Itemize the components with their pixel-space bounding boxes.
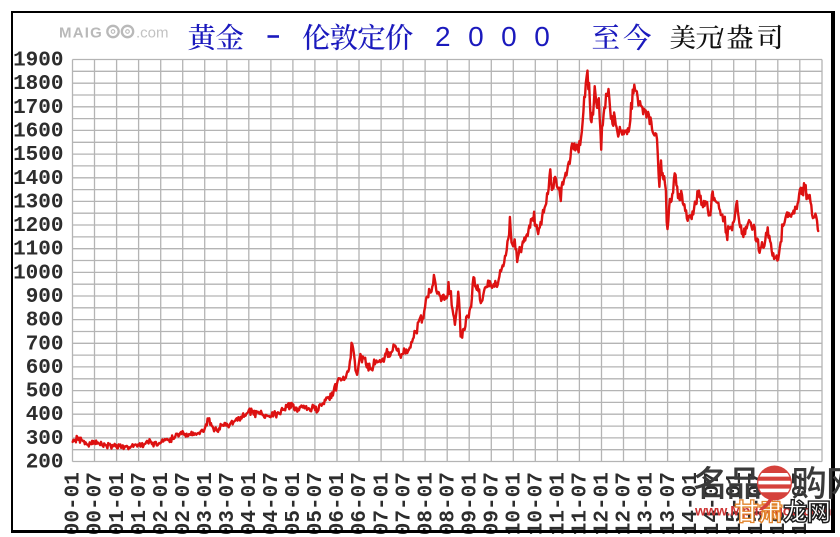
svg-text:05-07: 05-07	[305, 472, 328, 535]
svg-text:/: /	[717, 24, 724, 50]
svg-text:1800: 1800	[13, 73, 63, 96]
svg-text:12-01: 12-01	[592, 472, 615, 535]
svg-text:07-01: 07-01	[371, 472, 394, 535]
svg-text:1900: 1900	[13, 50, 63, 73]
svg-text:08-01: 08-01	[415, 472, 438, 535]
svg-text:01-07: 01-07	[129, 472, 152, 535]
svg-text:700: 700	[26, 333, 64, 356]
svg-text:13-07: 13-07	[658, 472, 681, 535]
svg-text:1400: 1400	[13, 168, 63, 191]
svg-text:00-07: 00-07	[85, 472, 108, 535]
svg-text:00-01: 00-01	[63, 472, 86, 535]
svg-text:08-07: 08-07	[437, 472, 460, 535]
svg-text:200: 200	[26, 452, 64, 475]
svg-text:500: 500	[26, 381, 64, 404]
svg-text:02-07: 02-07	[173, 472, 196, 535]
svg-text:.com: .com	[136, 25, 169, 42]
svg-text:01-01: 01-01	[107, 472, 130, 535]
svg-text:11-07: 11-07	[570, 472, 593, 535]
svg-text:800: 800	[26, 310, 64, 333]
svg-text:1000: 1000	[13, 262, 63, 285]
svg-text:1100: 1100	[13, 239, 63, 262]
svg-text:07-07: 07-07	[393, 472, 416, 535]
svg-text:400: 400	[26, 404, 64, 427]
svg-text:10-01: 10-01	[504, 472, 527, 535]
svg-text:04-07: 04-07	[261, 472, 284, 535]
svg-text:2000: 2000	[435, 21, 567, 52]
svg-text:1200: 1200	[13, 215, 63, 238]
svg-text:09-01: 09-01	[459, 472, 482, 535]
svg-text:09-07: 09-07	[482, 472, 505, 535]
svg-text:1500: 1500	[13, 144, 63, 167]
svg-text:05-01: 05-01	[283, 472, 306, 535]
svg-text:13-01: 13-01	[636, 472, 659, 535]
svg-text:02-01: 02-01	[151, 472, 174, 535]
svg-text:1300: 1300	[13, 191, 63, 214]
svg-text:06-07: 06-07	[349, 472, 372, 535]
svg-text:11-01: 11-01	[548, 472, 571, 535]
svg-text:900: 900	[26, 286, 64, 309]
svg-text:1600: 1600	[13, 120, 63, 143]
svg-text:MAIG: MAIG	[59, 25, 103, 42]
svg-text:06-01: 06-01	[327, 472, 350, 535]
svg-text:10-07: 10-07	[526, 472, 549, 535]
svg-text:04-01: 04-01	[239, 472, 262, 535]
svg-text:03-07: 03-07	[217, 472, 240, 535]
svg-text:300: 300	[26, 428, 64, 451]
svg-text:1700: 1700	[13, 97, 63, 120]
svg-text:03-01: 03-01	[195, 472, 218, 535]
svg-text:14-07: 14-07	[702, 472, 725, 535]
svg-text:600: 600	[26, 357, 64, 380]
svg-text:12-07: 12-07	[614, 472, 637, 535]
